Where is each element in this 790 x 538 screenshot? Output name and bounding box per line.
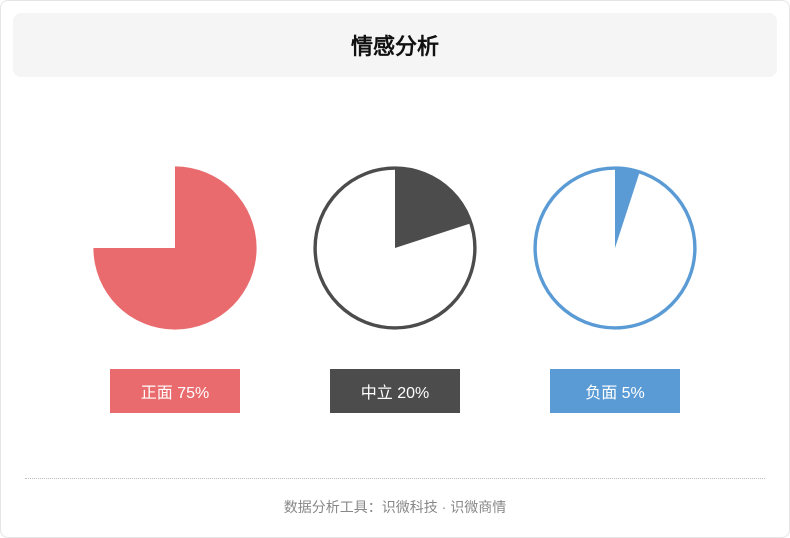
charts-row: 正面 75% 中立 20% 负面 5% <box>13 77 777 478</box>
pie-positive-svg <box>90 163 260 333</box>
label-neutral: 中立 20% <box>330 369 460 413</box>
label-positive: 正面 75% <box>110 369 240 413</box>
footer-text: 数据分析工具：识微科技 · 识微商情 <box>25 497 765 517</box>
pie-neutral <box>310 163 480 333</box>
label-negative: 负面 5% <box>550 369 680 413</box>
pie-neutral-svg <box>310 163 480 333</box>
pie-positive <box>90 163 260 333</box>
sentiment-card: 情感分析 正面 75% 中立 20% 负面 5% 数据分析工具：识微科技 · 识… <box>0 0 790 538</box>
chart-col-neutral: 中立 20% <box>310 163 480 413</box>
footer-divider <box>25 478 765 479</box>
card-title: 情感分析 <box>13 13 777 77</box>
pie-negative <box>530 163 700 333</box>
footer: 数据分析工具：识微科技 · 识微商情 <box>13 478 777 537</box>
pie-negative-svg <box>530 163 700 333</box>
chart-col-negative: 负面 5% <box>530 163 700 413</box>
chart-col-positive: 正面 75% <box>90 163 260 413</box>
